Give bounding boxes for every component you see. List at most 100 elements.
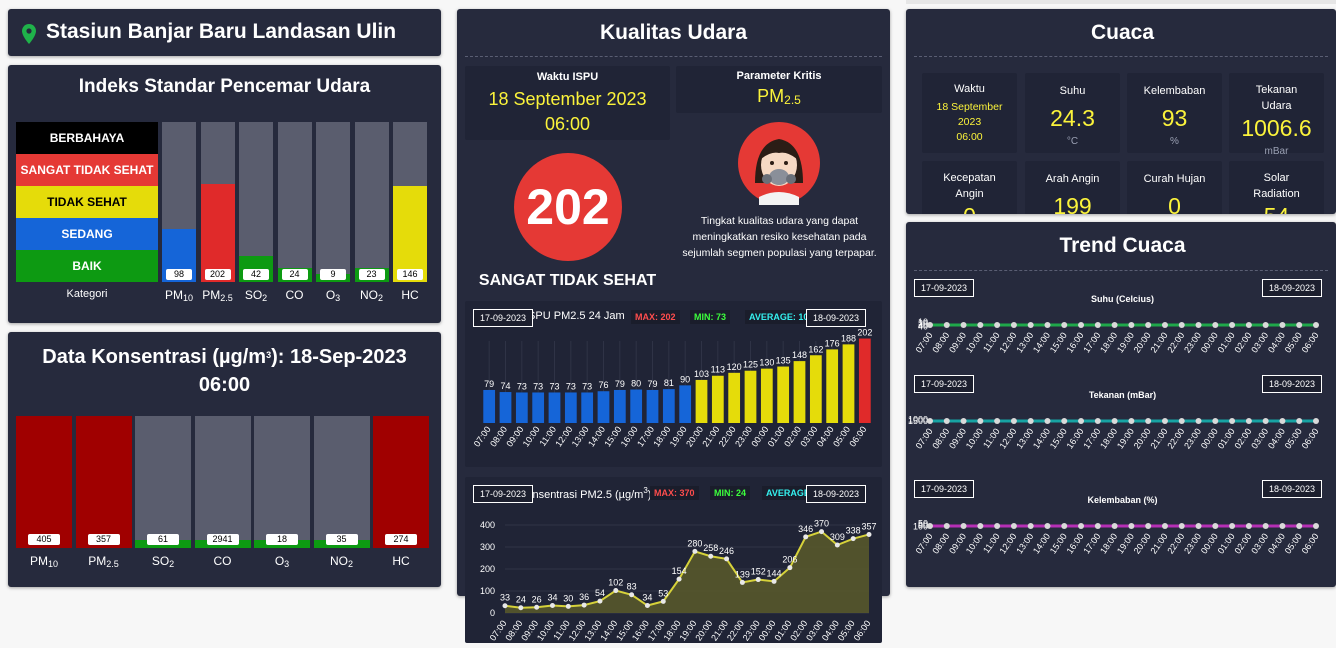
- trend-y-tick: 40: [918, 321, 928, 331]
- trend-point: [1296, 523, 1303, 529]
- konsen-bar-label-sub: 10: [47, 559, 58, 569]
- tile-unit: °C: [1066, 136, 1079, 147]
- trend-point: [927, 523, 933, 529]
- cuaca-waktu-tile: Waktu 18 September 2023 06:00: [922, 73, 1017, 153]
- konsentrasi-title-part-b: ): 18-Sep-2023: [271, 346, 407, 368]
- trend-point: [943, 523, 950, 529]
- trend-x-tick: 09:00: [947, 426, 968, 450]
- trend-y-tick: 100: [913, 522, 928, 532]
- trend-point: [1111, 322, 1118, 328]
- trend-point: [927, 418, 933, 424]
- trend-y-tick: 90: [918, 520, 928, 530]
- trend-x-tick: 16:00: [1065, 330, 1086, 354]
- trend-point: [1313, 523, 1319, 529]
- ispu-bar-label: 73: [517, 381, 527, 391]
- konsen-point: [613, 588, 619, 594]
- konsen-y-tick: 200: [480, 564, 495, 574]
- konsen-point-label: 357: [861, 521, 876, 531]
- trend-y-tick: 1000: [908, 414, 928, 424]
- konsen-point-label: 102: [608, 578, 623, 588]
- trend-point: [1111, 418, 1118, 424]
- konsen-point-label: 26: [532, 594, 542, 604]
- trend-chart-title: Kelembaban (%): [1087, 495, 1158, 505]
- ispu-bar-label: 73: [549, 381, 559, 391]
- konsen-point: [565, 603, 571, 609]
- trend-x-tick: 12:00: [997, 426, 1018, 450]
- konsen-bar-co: 2941: [194, 416, 251, 548]
- trend-x-tick: 14:00: [1031, 426, 1052, 450]
- konsentrasi-title: Data Konsentrasi (µg/m3): 18-Sep-2023 06…: [8, 341, 441, 399]
- ispu-bar-value: 23: [358, 269, 385, 280]
- ispu-bar-label-base: CO: [285, 288, 304, 302]
- trend-point: [1128, 418, 1135, 424]
- konsen-bar-pm10: 405: [16, 416, 72, 548]
- ispu-bar-value: 42: [243, 269, 269, 280]
- trend-x-tick: 13:00: [1014, 426, 1035, 450]
- tile-label: Solar Radiation: [1253, 172, 1300, 200]
- konsen-bar-label: NO2: [314, 554, 370, 569]
- trend-x-tick: 09:00: [947, 330, 968, 354]
- location-pin-icon: [22, 24, 36, 44]
- trend-x-tick: 20:00: [1132, 330, 1153, 354]
- trend-point: [1061, 418, 1068, 424]
- ispu-bar-no2: 23: [354, 122, 389, 282]
- trend-point: [1178, 418, 1185, 424]
- konsen-bar-no2: 35: [313, 416, 370, 548]
- ispu-bar: [613, 389, 626, 423]
- parameter-kritis-box: Parameter Kritis PM2.5: [676, 66, 882, 113]
- trend-point: [977, 418, 984, 424]
- trend-date-start: 17-09-2023: [914, 375, 975, 393]
- tile-label: Tekanan Udara: [1255, 84, 1298, 112]
- trend-x-tick: 23:00: [1182, 531, 1203, 555]
- trend-point: [1262, 523, 1269, 529]
- trend-x-tick: 06:00: [1300, 426, 1321, 450]
- ispu-bar-label: 79: [615, 379, 625, 389]
- konsen-bar-label-base: PM: [88, 554, 107, 568]
- trend-x-tick: 16:00: [1065, 426, 1086, 450]
- ispu-min-tag: MIN: 73: [690, 310, 731, 324]
- trend-x-tick: 03:00: [1249, 426, 1270, 450]
- trend-x-tick: 15:00: [1048, 330, 1069, 354]
- konsen-point-label: 346: [798, 524, 813, 534]
- ispu-bar-label: PM10: [156, 288, 202, 303]
- ispu-bar-label: 79: [484, 379, 494, 389]
- ispu-index-value: 202: [526, 179, 610, 235]
- ispu-bar-label: 90: [680, 374, 690, 384]
- trend-x-tick: 09:00: [947, 531, 968, 555]
- tile-label: Kecepatan Angin: [943, 172, 996, 200]
- trend-x-tick: 22:00: [1165, 426, 1186, 450]
- trend-point: [1010, 418, 1017, 424]
- trend-x-tick: 00:00: [1199, 330, 1220, 354]
- konsen-point-label: 33: [500, 593, 510, 603]
- trend-x-tick: 08:00: [930, 426, 951, 450]
- trend-x-tick: 13:00: [1014, 330, 1035, 354]
- trend-x-tick: 04:00: [1266, 426, 1287, 450]
- tile-label: Arah Angin: [1045, 173, 1100, 185]
- trend-point: [1094, 418, 1101, 424]
- trend-point: [1296, 322, 1303, 328]
- konsen-point: [787, 565, 793, 571]
- trend-x-tick: 23:00: [1182, 330, 1203, 354]
- ispu-bar: [858, 338, 871, 423]
- ispu-date-start: 17-09-2023: [473, 309, 534, 327]
- trend-point: [1212, 523, 1219, 529]
- ispu-bar-value: 9: [320, 269, 346, 280]
- cuaca-waktu-label: Waktu: [954, 83, 985, 95]
- cuaca-tile-kelembaban: Kelembaban 93%: [1127, 73, 1222, 153]
- konsen-point-label: 370: [814, 519, 829, 529]
- konsentrasi-bars: 405 PM10 357 PM2.5 61 SO2 2941 CO 18 O3 35 NO2 274 HC: [16, 416, 436, 576]
- trend-point: [1262, 418, 1269, 424]
- konsen-min-tag: MIN: 24: [710, 486, 751, 500]
- trend-point: [1061, 523, 1068, 529]
- konsen-bar-value: 405: [28, 534, 60, 545]
- trend-point: [1010, 322, 1017, 328]
- station-name: Stasiun Banjar Baru Landasan Ulin: [46, 20, 397, 43]
- trend-x-tick: 02:00: [1232, 531, 1253, 555]
- ispu-bar-label-base: NO: [359, 288, 378, 302]
- ispu-bar-label: PM2.5: [195, 288, 241, 303]
- konsen-y-tick: 300: [480, 542, 495, 552]
- trend-point: [1178, 523, 1185, 529]
- trend-x-tick: 05:00: [1283, 426, 1304, 450]
- cuaca-title: Cuaca: [1090, 21, 1155, 44]
- konsen-point-label: 30: [563, 593, 573, 603]
